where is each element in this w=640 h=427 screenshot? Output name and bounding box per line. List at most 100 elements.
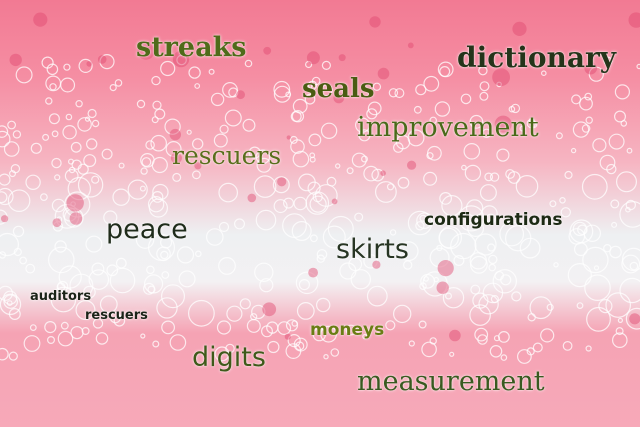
foam-bubble bbox=[488, 263, 497, 272]
foam-bubble bbox=[570, 147, 577, 154]
foam-bubble bbox=[216, 320, 232, 335]
foam-bubble bbox=[57, 280, 69, 293]
foam-bubble bbox=[330, 348, 340, 357]
foam-bubble bbox=[8, 308, 21, 321]
foam-bubble bbox=[92, 318, 104, 329]
foam-bubble bbox=[361, 155, 369, 163]
foam-bubble bbox=[593, 265, 600, 271]
foam-bubble bbox=[99, 53, 115, 70]
foam-bubble bbox=[172, 172, 182, 182]
foam-bubble bbox=[289, 135, 298, 144]
pink-spot bbox=[170, 152, 182, 164]
pink-spot bbox=[33, 12, 48, 27]
foam-bubble bbox=[320, 122, 338, 140]
foam-bubble bbox=[91, 119, 100, 128]
foam-bubble bbox=[408, 340, 415, 347]
foam-bubble bbox=[255, 149, 271, 165]
word-configurations: configurations bbox=[424, 210, 563, 230]
foam-bubble bbox=[599, 154, 616, 171]
pink-spot bbox=[97, 55, 107, 64]
foam-bubble bbox=[307, 181, 321, 195]
foam-bubble bbox=[161, 320, 176, 335]
foam-bubble bbox=[187, 299, 215, 327]
foam-bubble bbox=[606, 163, 617, 175]
foam-bubble bbox=[422, 271, 448, 297]
foam-bubble bbox=[194, 83, 201, 89]
foam-bubble bbox=[603, 243, 612, 253]
foam-bubble bbox=[82, 285, 96, 299]
foam-bubble bbox=[479, 81, 490, 92]
pink-spot bbox=[169, 128, 181, 141]
foam-bubble bbox=[169, 334, 187, 351]
foam-bubble bbox=[191, 138, 204, 150]
foam-bubble bbox=[81, 327, 90, 336]
foam-bubble bbox=[617, 317, 624, 323]
foam-bubble bbox=[218, 257, 236, 275]
word-rescuers-large: rescuers bbox=[172, 141, 282, 170]
foam-bubble bbox=[445, 292, 453, 300]
foam-bubble bbox=[210, 92, 225, 107]
foam-bubble bbox=[0, 347, 9, 361]
foam-bubble bbox=[273, 80, 291, 98]
foam-bubble bbox=[165, 141, 182, 158]
foam-bubble bbox=[540, 70, 547, 77]
foam-bubble bbox=[195, 250, 202, 258]
foam-bubble bbox=[345, 324, 357, 336]
foam-bubble bbox=[354, 212, 364, 222]
foam-bubble bbox=[407, 210, 433, 236]
foam-bubble bbox=[478, 294, 499, 315]
foam-bubble bbox=[156, 297, 178, 319]
foam-bubble bbox=[176, 246, 195, 264]
foam-bubble bbox=[559, 197, 566, 204]
foam-bubble bbox=[113, 314, 126, 327]
foam-bubble bbox=[115, 257, 127, 269]
foam-bubble bbox=[493, 335, 501, 342]
foam-bubble bbox=[0, 191, 8, 204]
foam-bubble bbox=[234, 218, 246, 230]
foam-bubble bbox=[208, 68, 215, 75]
pink-spot bbox=[52, 218, 62, 228]
foam-bubble bbox=[49, 83, 57, 91]
foam-bubble bbox=[421, 341, 437, 358]
foam-bubble bbox=[584, 274, 611, 301]
foam-bubble bbox=[291, 221, 312, 242]
foam-bubble bbox=[564, 170, 573, 180]
foam-bubble bbox=[321, 60, 331, 71]
foam-bubble bbox=[225, 343, 235, 354]
foam-bubble bbox=[584, 92, 593, 101]
foam-bubble bbox=[248, 146, 261, 159]
foam-bubble bbox=[350, 269, 371, 290]
foam-bubble bbox=[54, 203, 80, 229]
foam-bubble bbox=[610, 199, 620, 209]
foam-bubble bbox=[285, 319, 299, 332]
foam-bubble bbox=[598, 299, 613, 314]
foam-bubble bbox=[304, 93, 316, 105]
foam-bubble bbox=[44, 321, 57, 334]
foam-bubble bbox=[366, 285, 388, 307]
foam-bubble bbox=[388, 88, 399, 98]
foam-bubble bbox=[188, 66, 201, 79]
foam-bubble bbox=[626, 147, 633, 154]
foam-bubble bbox=[244, 59, 253, 68]
word-improvement: improvement bbox=[357, 112, 539, 143]
foam-bubble bbox=[283, 197, 295, 209]
foam-bubble bbox=[3, 290, 18, 305]
foam-bubble bbox=[293, 196, 308, 211]
foam-bubble bbox=[546, 303, 554, 311]
foam-bubble bbox=[375, 181, 397, 203]
foam-bubble bbox=[489, 344, 503, 358]
pink-spot bbox=[492, 68, 510, 87]
word-peace: peace bbox=[106, 214, 188, 245]
foam-bubble bbox=[560, 207, 572, 218]
foam-bubble bbox=[393, 304, 412, 324]
foam-bubble bbox=[88, 269, 110, 290]
foam-bubble bbox=[186, 129, 192, 135]
foam-bubble bbox=[449, 351, 455, 357]
foam-bubble bbox=[418, 320, 427, 329]
foam-bubble bbox=[144, 274, 164, 294]
pink-spot bbox=[449, 329, 461, 342]
pink-spot bbox=[436, 281, 449, 294]
foam-bubble bbox=[603, 56, 613, 66]
foam-bubble bbox=[478, 65, 488, 76]
foam-bubble bbox=[298, 279, 310, 291]
